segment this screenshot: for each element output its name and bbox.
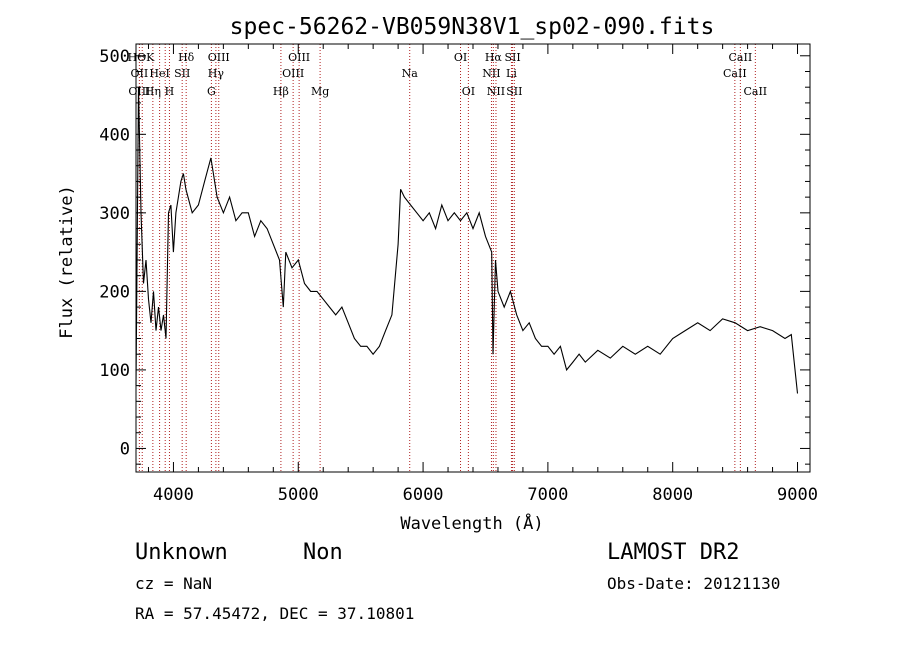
line-label: Hα (485, 51, 503, 64)
line-label: NII (482, 67, 500, 80)
line-label: Hβ (273, 85, 289, 98)
line-label: H (165, 85, 175, 98)
line-label: G (207, 85, 216, 98)
x-tick-label: 4000 (153, 485, 194, 505)
x-axis: 4000 5000 6000 7000 8000 9000 (147, 44, 818, 505)
line-label: SII (504, 51, 520, 64)
y-tick-label: 200 (99, 282, 130, 302)
y-axis: 0 100 200 300 400 500 (99, 47, 810, 465)
line-label: HΘK (128, 51, 156, 64)
line-label: OIII (208, 51, 230, 64)
y-tick-label: 500 (99, 47, 130, 67)
line-label: CaII (743, 85, 767, 98)
obs-date: Obs-Date: 20121130 (607, 574, 780, 593)
x-tick-label: 5000 (278, 485, 319, 505)
line-label: Na (402, 67, 419, 80)
line-label: SII (174, 67, 190, 80)
line-label: Hγ (208, 67, 225, 80)
line-label: Hδ (178, 51, 195, 64)
redshift-info: cz = NaN (135, 574, 212, 593)
line-label: OI (454, 51, 467, 64)
y-tick-label: 100 (99, 361, 130, 381)
x-tick-label: 8000 (652, 485, 693, 505)
line-label: OII (131, 67, 149, 80)
line-label: OI (462, 85, 475, 98)
x-tick-label: 6000 (403, 485, 444, 505)
survey-name: LAMOST DR2 (607, 540, 739, 565)
y-tick-label: 400 (99, 125, 130, 145)
line-label: OIII (128, 85, 150, 98)
line-label: Li (506, 67, 517, 80)
line-label: Mg (311, 85, 329, 98)
line-label: Hη (145, 85, 161, 98)
line-label: HeI (149, 67, 169, 80)
line-label: OIII (282, 67, 304, 80)
chart-title: spec-56262-VB059N38V1_sp02-090.fits (230, 14, 715, 40)
plot-frame (135, 43, 811, 473)
y-tick-label: 300 (99, 204, 130, 224)
line-label: SII (506, 85, 522, 98)
spectrum-line (135, 87, 799, 394)
line-label: OIII (288, 51, 310, 64)
object-class: Unknown (135, 540, 228, 565)
line-label: CaII (729, 51, 753, 64)
x-axis-label: Wavelength (Å) (400, 512, 543, 534)
y-tick-label: 0 (120, 439, 130, 459)
line-markers (138, 44, 756, 472)
line-label: NII (487, 85, 505, 98)
x-tick-label: 7000 (527, 485, 568, 505)
coordinates: RA = 57.45472, DEC = 37.10801 (135, 604, 414, 623)
object-subclass: Non (303, 540, 343, 565)
x-tick-label: 9000 (777, 485, 818, 505)
y-axis-label: Flux (relative) (57, 185, 77, 339)
line-label: CaII (723, 67, 747, 80)
